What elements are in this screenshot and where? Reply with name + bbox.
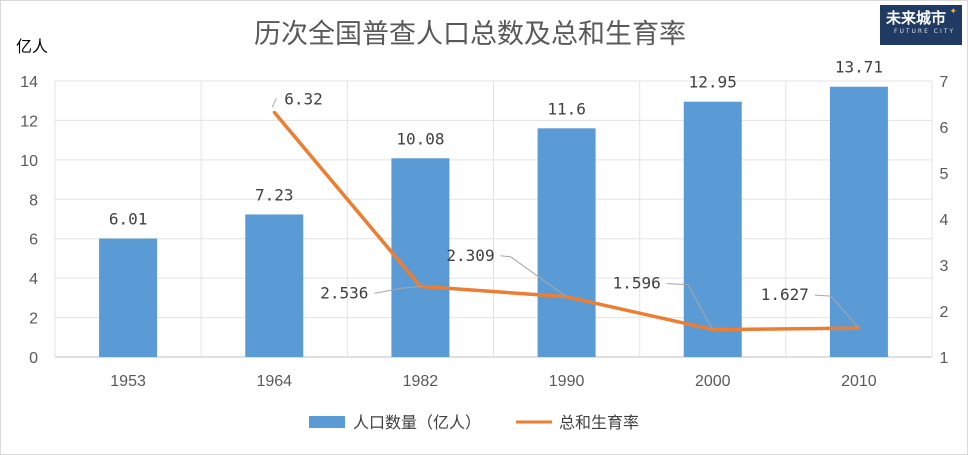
left-tick-label: 14 [20, 74, 38, 91]
left-axis-ticks: 0 2 4 6 8 10 12 14 [20, 74, 38, 367]
future-city-logo: 未来城市 FUTURE CITY ✦ [880, 5, 962, 45]
left-tick-label: 8 [29, 192, 38, 209]
legend-label-bar: 人口数量（亿人） [353, 413, 481, 432]
legend-swatch-bar [309, 416, 345, 428]
right-tick-label: 3 [940, 258, 949, 275]
left-tick-label: 10 [20, 153, 38, 170]
right-tick-label: 1 [940, 350, 949, 367]
chart-title: 历次全国普查人口总数及总和生育率 [254, 19, 686, 50]
left-tick-label: 2 [29, 311, 38, 328]
data-labels: 6.01 7.23 10.08 11.6 12.95 13.71 6.32 2.536 2.30… [109, 58, 883, 330]
category-label: 1964 [256, 373, 292, 390]
right-tick-label: 5 [940, 166, 949, 183]
category-label: 2000 [695, 373, 731, 390]
line-value-label: 2.536 [320, 283, 368, 302]
right-tick-label: 4 [940, 212, 949, 229]
bar-series [99, 86, 888, 358]
logo-text: 未来城市 [886, 9, 947, 27]
right-tick-label: 7 [940, 74, 949, 91]
bar-value-label: 10.08 [396, 129, 444, 148]
bar-value-label: 7.23 [255, 185, 294, 204]
line-value-label: 1.596 [613, 274, 661, 293]
gridlines [54, 80, 933, 358]
label-leader-line [271, 98, 277, 108]
legend: 人口数量（亿人） 总和生育率 [309, 413, 639, 432]
bar [391, 158, 450, 357]
left-tick-label: 4 [29, 271, 38, 288]
bar [683, 101, 742, 357]
bar [99, 238, 158, 357]
line-point [272, 110, 276, 114]
category-label: 1982 [403, 373, 439, 390]
label-leader-line [666, 283, 714, 330]
y-axis-unit-label: 亿人 [16, 37, 48, 56]
bar-value-label: 6.01 [109, 210, 148, 229]
right-axis-ticks: 1 2 3 4 5 6 7 [940, 74, 949, 367]
logo-subtext: FUTURE CITY [894, 28, 956, 35]
label-leader-line [814, 294, 860, 329]
bar-value-label: 12.95 [689, 73, 737, 92]
category-axis: 1953 1964 1982 1990 2000 2010 [110, 373, 877, 390]
category-label: 2010 [841, 373, 877, 390]
star-icon: ✦ [949, 7, 957, 17]
category-label: 1990 [549, 373, 585, 390]
legend-label-line: 总和生育率 [559, 413, 639, 432]
bar-value-label: 13.71 [835, 58, 883, 77]
line-value-label: 6.32 [284, 89, 323, 108]
bar-value-label: 11.6 [547, 99, 586, 118]
label-leader-line [500, 255, 567, 298]
bar [245, 214, 304, 357]
left-tick-label: 0 [29, 350, 38, 367]
line-value-label: 1.627 [761, 285, 809, 304]
label-leader-line [374, 285, 421, 294]
right-tick-label: 2 [940, 304, 949, 321]
category-label: 1953 [110, 373, 146, 390]
bar [537, 128, 596, 357]
right-tick-label: 6 [940, 120, 949, 137]
bar [829, 86, 888, 358]
line-value-label: 2.309 [446, 246, 494, 265]
left-tick-label: 12 [20, 113, 38, 130]
left-tick-label: 6 [29, 232, 38, 249]
